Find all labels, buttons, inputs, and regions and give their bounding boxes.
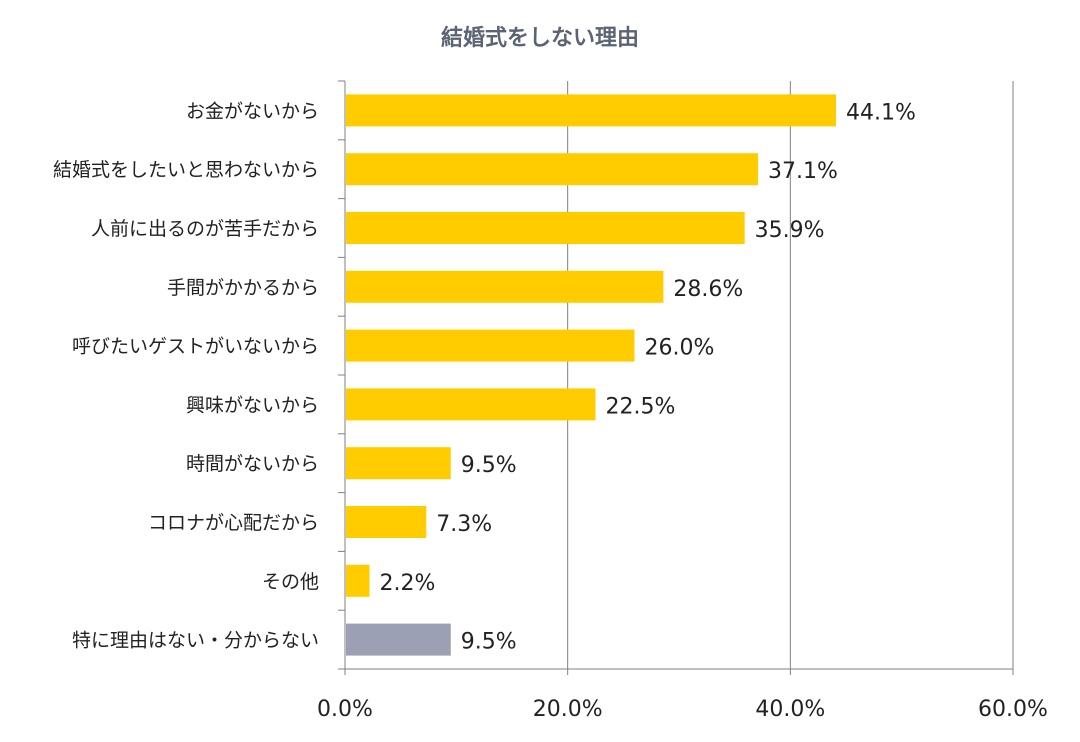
bar bbox=[346, 212, 745, 244]
data-label: 26.0% bbox=[644, 336, 714, 361]
x-tick-label: 40.0% bbox=[755, 697, 825, 722]
category-label: お金がないから bbox=[186, 100, 319, 122]
category-label: コロナが心配だから bbox=[148, 512, 319, 534]
bar bbox=[346, 329, 635, 362]
category-label: 時間がないから bbox=[186, 453, 319, 475]
category-label: 結婚式をしたいと思わないから bbox=[53, 159, 319, 181]
bar bbox=[346, 153, 759, 186]
data-label: 9.5% bbox=[461, 453, 517, 478]
data-label: 37.1% bbox=[768, 159, 838, 184]
bar bbox=[346, 270, 664, 303]
data-label: 44.1% bbox=[846, 100, 916, 125]
category-label: 興味がないから bbox=[186, 394, 319, 416]
bar bbox=[346, 388, 596, 421]
category-label: その他 bbox=[262, 571, 319, 593]
x-tick-label: 60.0% bbox=[978, 697, 1048, 722]
category-label: 手間がかかるから bbox=[167, 277, 319, 299]
x-tick-label: 0.0% bbox=[317, 697, 373, 722]
bar bbox=[346, 94, 836, 127]
data-label: 28.6% bbox=[673, 277, 743, 302]
category-label: 呼びたいゲストがいないから bbox=[72, 336, 319, 358]
data-label: 9.5% bbox=[461, 630, 517, 655]
data-label: 35.9% bbox=[755, 218, 825, 243]
data-label: 2.2% bbox=[379, 571, 435, 596]
category-label: 特に理由はない・分からない bbox=[72, 630, 319, 652]
x-tick-label: 20.0% bbox=[533, 697, 603, 722]
chart-title: 結婚式をしない理由 bbox=[440, 26, 639, 51]
category-label: 人前に出るのが苦手だから bbox=[91, 218, 319, 240]
data-label: 22.5% bbox=[606, 394, 676, 419]
bar bbox=[346, 564, 370, 597]
data-label: 7.3% bbox=[436, 512, 492, 537]
bar bbox=[346, 506, 427, 538]
bar bbox=[346, 623, 451, 656]
bar bbox=[346, 447, 451, 480]
